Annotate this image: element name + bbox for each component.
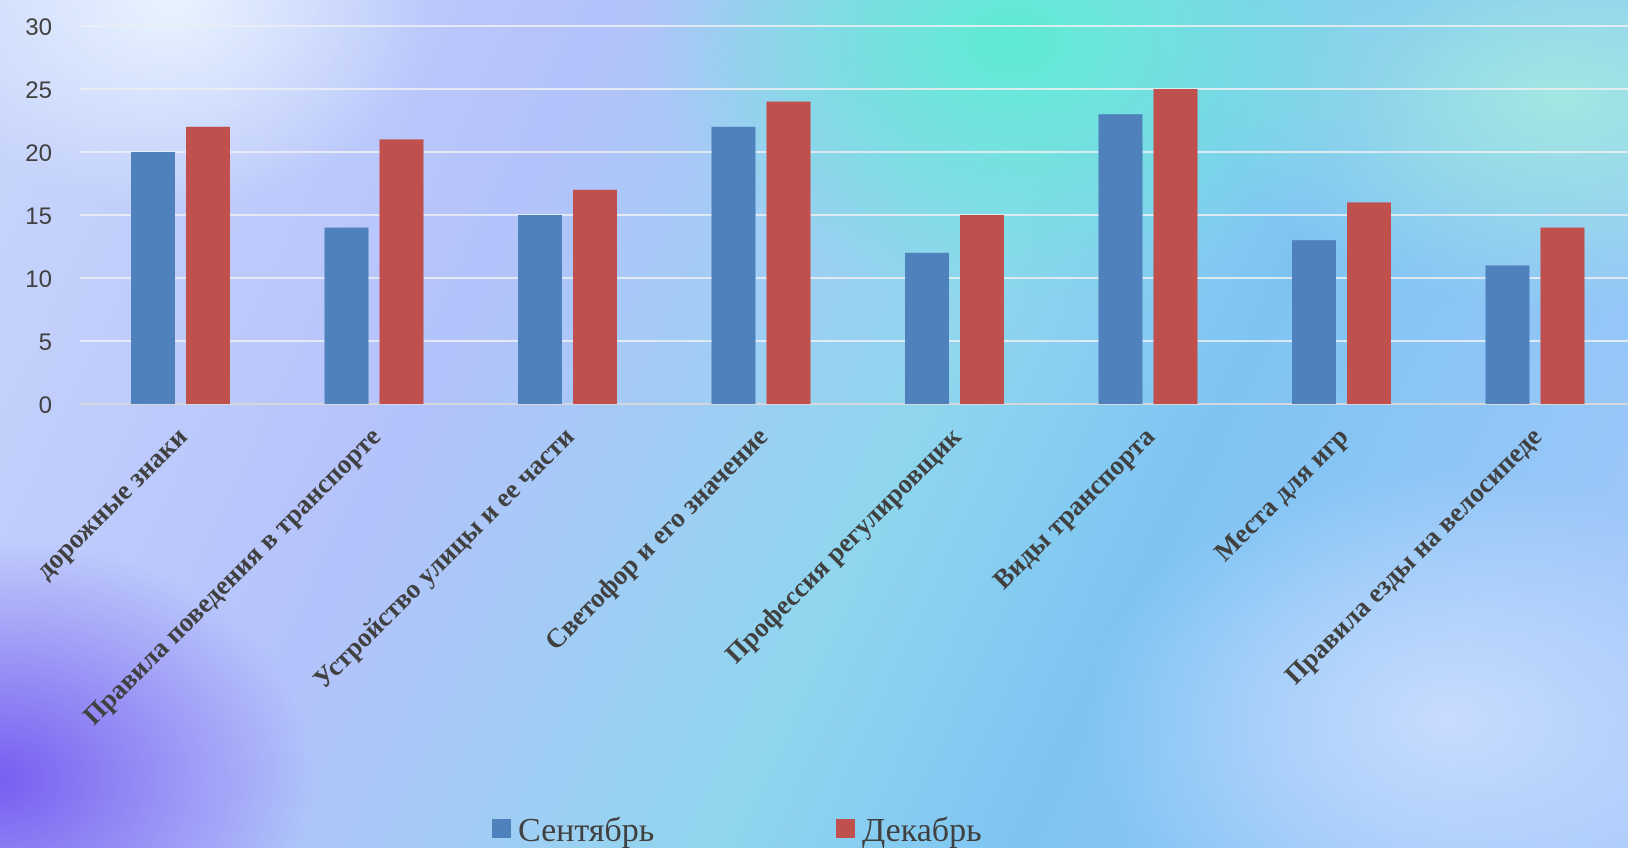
gridlines [80, 25, 1628, 405]
y-tick-label: 20 [25, 140, 52, 167]
bar-series2-5 [1153, 89, 1198, 404]
bars [131, 89, 1585, 405]
bar-series2-6 [1347, 202, 1391, 404]
y-axis-ticks: 0 5 10 15 20 25 30 [25, 14, 52, 419]
category-label: Правила поведения в транспорте [77, 421, 387, 731]
bar-series2-7 [1540, 227, 1585, 404]
legend-swatch [492, 819, 511, 838]
bar-series1-5 [1098, 114, 1143, 404]
y-tick-label: 10 [25, 266, 52, 293]
bar-series2-4 [960, 215, 1004, 404]
legend-label: Декабрь [862, 812, 982, 848]
bar-series1-4 [905, 252, 949, 404]
bar-series2-3 [766, 101, 811, 404]
bar-series2-2 [573, 189, 617, 404]
bar-series1-0 [131, 152, 175, 404]
category-label: дорожные знаки [29, 421, 192, 584]
legend: Сентябрь Декабрь [492, 812, 982, 848]
y-tick-label: 15 [25, 203, 52, 230]
category-label: Светофор и его значение [539, 421, 774, 656]
y-tick-label: 0 [39, 392, 52, 419]
y-tick-label: 5 [39, 329, 52, 356]
bar-series1-6 [1292, 240, 1336, 404]
legend-swatch [836, 819, 855, 838]
bar-series2-1 [379, 139, 424, 404]
bar-series1-2 [518, 215, 562, 404]
bar-series1-1 [324, 227, 369, 404]
y-tick-label: 30 [25, 14, 52, 41]
category-label: Виды транспорта [987, 421, 1161, 595]
bar-series2-0 [186, 126, 230, 405]
y-tick-label: 25 [25, 77, 52, 104]
bar-series1-3 [711, 126, 756, 405]
category-label: Места для игр [1208, 421, 1354, 567]
bar-series1-7 [1485, 265, 1530, 404]
legend-label: Сентябрь [518, 812, 654, 848]
